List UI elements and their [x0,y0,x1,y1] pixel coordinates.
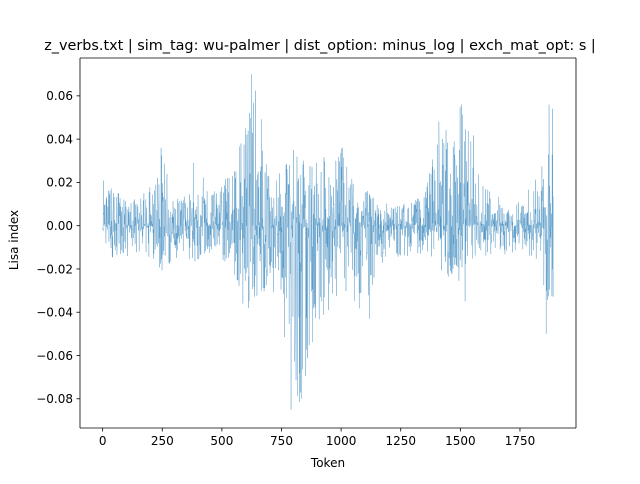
plot-background [80,58,576,428]
y-tick-label: −0.02 [36,262,73,276]
series-layer [102,74,554,410]
y-tick-label: 0.06 [46,89,73,103]
y-tick-label: −0.06 [36,349,73,363]
x-tick-label: 500 [210,434,233,448]
x-tick-label: 750 [270,434,293,448]
y-tick-label: 0.04 [46,132,73,146]
y-tick-label: 0.00 [46,219,73,233]
x-tick-label: 250 [151,434,174,448]
x-tick-label: 0 [99,434,107,448]
y-tick-label: −0.08 [36,392,73,406]
y-tick-label: −0.04 [36,306,73,320]
x-tick-label: 1250 [385,434,416,448]
chart-title: z_verbs.txt | sim_tag: wu-palmer | dist_… [44,38,596,54]
x-axis-label: Token [310,456,345,470]
x-tick-label: 1750 [505,434,536,448]
y-axis-label: Lisa index [7,210,21,270]
x-axis-ticks: 0 250 500 750 1000 1250 1500 1750 [99,428,535,448]
series-line [102,74,554,410]
plot-area [79,57,577,429]
x-tick-label: 1500 [445,434,476,448]
y-tick-label: 0.02 [46,176,73,190]
x-tick-label: 1000 [326,434,357,448]
y-axis-ticks: −0.08 −0.06 −0.04 −0.02 0.00 0.02 0.04 0.06 [36,89,80,406]
